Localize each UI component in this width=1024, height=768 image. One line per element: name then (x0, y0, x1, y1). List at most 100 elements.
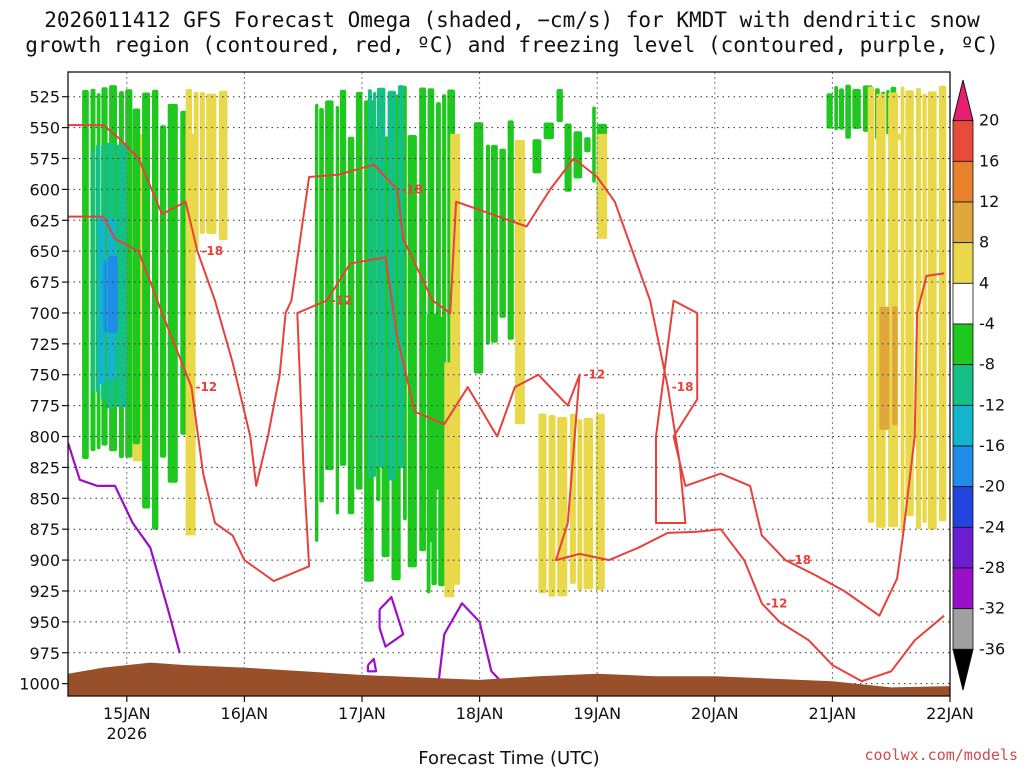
dendritic-growth-minus12-label: -12 (331, 294, 353, 308)
omega-cell-green_patchy (152, 89, 159, 530)
omega-cell-orange (879, 306, 890, 430)
colorbar-bin (952, 445, 974, 488)
omega-cell-green (82, 90, 89, 459)
omega-cell-green_patchy (180, 110, 188, 435)
omega-cell-yellow (548, 415, 556, 597)
x-tick-label: 16JAN (221, 704, 269, 723)
colorbar-label: 20 (979, 111, 999, 130)
omega-cell-yellow (444, 362, 455, 598)
y-tick-label: 800 (29, 428, 60, 447)
y-tick-label: 625 (29, 211, 60, 230)
chart-title-line2: growth region (contoured, red, ºC) and f… (25, 33, 999, 57)
chart-title-line1: 2026011412 GFS Forecast Omega (shaded, −… (44, 8, 980, 32)
omega-cell-green_patchy (142, 92, 150, 509)
omega-cell-green_patchy (543, 122, 554, 140)
omega-cell-green (426, 313, 431, 594)
y-tick-label: 575 (29, 149, 60, 168)
omega-cell-green_patchy (507, 120, 514, 340)
y-tick-label: 600 (29, 180, 60, 199)
colorbar-label: -12 (979, 395, 1005, 414)
omega-cell-green_patchy (325, 100, 334, 471)
colorbar-bin (952, 486, 974, 528)
omega-cell-yellow (867, 86, 875, 523)
colorbar-label: -36 (979, 639, 1005, 658)
omega-cell-yellow (595, 413, 605, 591)
omega-cell-green (834, 86, 839, 131)
omega-cell-green_patchy (499, 148, 506, 318)
omega-cell-teal (91, 149, 96, 393)
colorbar-label: 16 (979, 151, 999, 170)
omega-cell-teal (116, 144, 128, 408)
colorbar-bin (952, 242, 974, 284)
omega-cell-orange (892, 306, 898, 426)
credit-text[interactable]: coolwx.com/models (864, 746, 1018, 764)
omega-cell-green_patchy (335, 105, 339, 515)
omega-cell-cyan (98, 217, 106, 384)
omega-cell-green_patchy (355, 91, 363, 490)
omega-cell-yellow (450, 133, 461, 585)
omega-cell-yellow (185, 133, 196, 536)
dendritic-growth-minus12-label: -12 (766, 596, 788, 610)
omega-cell-yellow (569, 413, 576, 584)
colorbar-bin (952, 323, 974, 366)
colorbar-label: -28 (979, 558, 1005, 577)
omega-cell-yellow (193, 91, 199, 249)
y-tick-label: 975 (29, 644, 60, 663)
omega-cell-green (845, 84, 851, 139)
omega-cell-green_patchy (564, 123, 572, 192)
x-tick-label: 20JAN (691, 704, 739, 723)
temperature-contours: -12 -12 -12 -12 -18 -18 -18 -18 (68, 124, 945, 685)
omega-cell-yellow (206, 93, 217, 234)
y-tick-label: 900 (29, 551, 60, 570)
x-tick-label: 22JAN (926, 704, 974, 723)
omega-cell-yellow (199, 92, 205, 234)
dendritic-growth-minus18-label: -18 (201, 244, 223, 258)
y-tick-label: 650 (29, 242, 60, 261)
omega-cell-green_patchy (315, 103, 319, 542)
terrain-fill (68, 662, 950, 696)
omega-cell-green_patchy (407, 135, 417, 568)
y-tick-label: 725 (29, 335, 60, 354)
colorbar-label: -8 (979, 355, 995, 374)
omega-cell-green_patchy (584, 137, 591, 153)
colorbar-label: 4 (979, 273, 989, 292)
omega-cell-green_patchy (556, 88, 563, 123)
omega-cell-green_patchy (347, 136, 355, 515)
x-tick-label: 15JAN (103, 704, 151, 723)
omega-cell-green_patchy (491, 144, 498, 343)
dendritic-growth-minus18-label: -18 (789, 553, 811, 567)
x-tick-label: 21JAN (809, 704, 857, 723)
y-tick-label: 950 (29, 613, 60, 632)
colorbar-label: -32 (979, 599, 1005, 618)
x-tick-label: 17JAN (338, 704, 386, 723)
dendritic-growth-minus12-label: -12 (195, 380, 217, 394)
omega-cell-yellow (597, 133, 608, 239)
omega-cell-yellow (577, 419, 583, 591)
x-axis-label: Forecast Time (UTC) (418, 748, 599, 768)
colorbar-bin (952, 201, 974, 244)
colorbar-label: 8 (979, 233, 989, 252)
colorbar-label: -16 (979, 436, 1005, 455)
y-tick-label: 700 (29, 304, 60, 323)
omega-cell-green (431, 313, 437, 586)
colorbar-bin (952, 364, 974, 406)
omega-cell-green_patchy (167, 103, 178, 483)
colorbar-bin (952, 120, 974, 162)
omega-cell-green (826, 93, 833, 129)
omega-cell-green_patchy (473, 122, 484, 374)
omega-cell-yellow (538, 413, 547, 594)
colorbar: 20 16 12 8 4 -4 -8 -12 -16 -20 -24 -28 -32 -36 (952, 79, 1005, 691)
omega-cell-green_patchy (532, 139, 542, 174)
omega-cell-teal (387, 90, 396, 481)
omega-cell-green_patchy (160, 125, 167, 458)
dendritic-growth-minus18-label: -18 (672, 380, 694, 394)
y-tick-label: 1000 (19, 675, 60, 694)
x-tick-label: 18JAN (456, 704, 504, 723)
omega-cell-yellow (905, 90, 914, 516)
colorbar-bin (952, 282, 974, 325)
x-tick-year: 2026 (106, 724, 147, 743)
omega-cell-green_patchy (403, 85, 407, 521)
omega-cell-teal (376, 87, 386, 468)
y-tick-label: 675 (29, 273, 60, 292)
